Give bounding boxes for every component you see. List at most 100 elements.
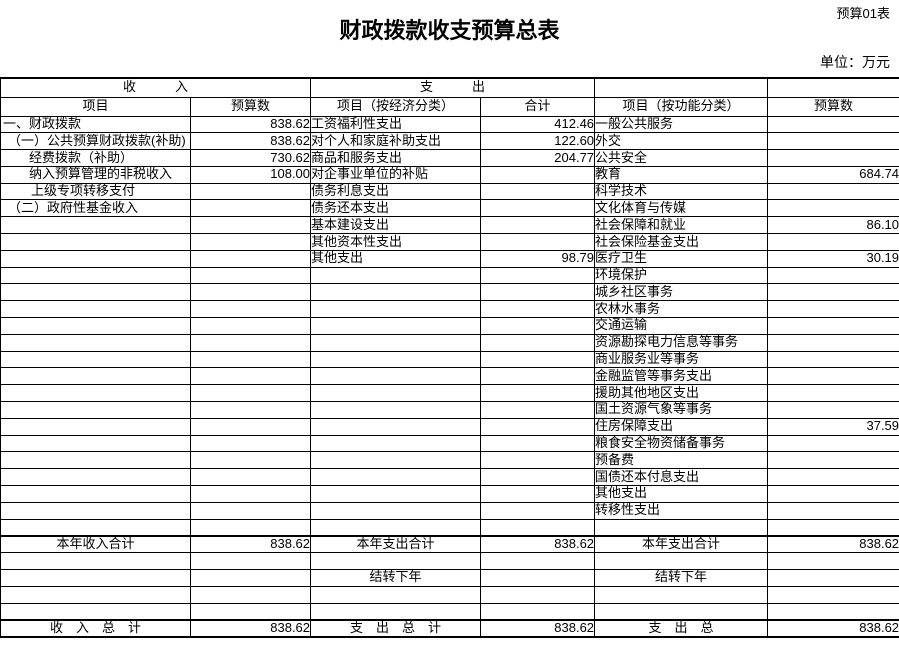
value-cell — [480, 501, 596, 520]
value-cell: 108.00 — [189, 165, 312, 184]
value-cell — [767, 552, 899, 571]
item-cell — [0, 249, 191, 268]
budget-table: 收 入 支 出 项目 预算数 项目（按经济分类） 合计 项目（按功能分类） 预算… — [0, 77, 899, 638]
value-cell — [767, 501, 899, 520]
item-cell: 经费拨款（补助） — [0, 149, 191, 167]
value-cell — [189, 384, 312, 403]
item-cell: 本年收入合计 — [0, 534, 191, 554]
value-cell: 838.62 — [480, 534, 596, 554]
item-cell — [310, 434, 482, 453]
item-cell — [0, 451, 191, 470]
item-cell — [0, 384, 191, 403]
item-cell: 收 入 总 计 — [0, 618, 191, 638]
item-cell — [0, 216, 191, 235]
item-cell: （一）公共预算财政拨款(补助) — [0, 132, 191, 151]
item-cell: 其他支出 — [310, 249, 482, 268]
item-cell — [310, 417, 482, 436]
item-cell: （二）政府性基金收入 — [0, 199, 191, 218]
table-row — [0, 602, 899, 621]
item-cell: 本年支出合计 — [310, 534, 482, 554]
income-group-header: 收 入 — [0, 77, 312, 98]
item-cell: 纳入预算管理的非税收入 — [0, 165, 191, 184]
value-cell — [480, 317, 596, 335]
value-cell — [767, 199, 899, 218]
value-cell: 838.62 — [189, 132, 312, 151]
value-cell — [480, 569, 596, 587]
value-cell: 838.62 — [189, 115, 312, 134]
value-cell: 684.74 — [767, 165, 899, 184]
value-cell — [189, 300, 312, 319]
value-cell — [189, 585, 312, 604]
table-row: （一）公共预算财政拨款(补助) 838.62 对个人和家庭补助支出 122.60 外交 — [0, 132, 899, 151]
item-cell — [310, 518, 482, 537]
value-cell — [767, 485, 899, 503]
item-cell — [310, 552, 482, 571]
table-row: 其他支出 98.79 医疗卫生 30.19 — [0, 249, 899, 268]
value-cell: 412.46 — [480, 115, 596, 134]
item-cell: 社会保险基金支出 — [594, 233, 769, 251]
value-cell — [480, 233, 596, 251]
item-cell — [310, 283, 482, 302]
value-cell — [480, 199, 596, 218]
col-header-func-item: 项目（按功能分类） — [594, 96, 769, 117]
col-header-func-budget: 预算数 — [767, 96, 899, 117]
item-cell: 援助其他地区支出 — [594, 384, 769, 403]
value-cell — [189, 401, 312, 419]
item-cell — [0, 350, 191, 369]
value-cell — [480, 367, 596, 386]
item-cell — [0, 518, 191, 537]
value-cell — [480, 384, 596, 403]
value-cell — [480, 182, 596, 201]
value-cell: 86.10 — [767, 216, 899, 235]
item-cell — [310, 585, 482, 604]
table-row: 援助其他地区支出 — [0, 384, 899, 403]
blank-group-header — [594, 77, 769, 98]
item-cell: 其他支出 — [594, 485, 769, 503]
item-cell — [0, 602, 191, 621]
table-row: 基本建设支出 社会保障和就业 86.10 — [0, 216, 899, 235]
value-cell — [189, 417, 312, 436]
item-cell: 预备费 — [594, 451, 769, 470]
item-cell — [594, 552, 769, 571]
item-cell — [0, 468, 191, 487]
item-cell: 交通运输 — [594, 317, 769, 335]
value-cell — [480, 518, 596, 537]
value-cell — [480, 602, 596, 621]
item-cell: 粮食安全物资储备事务 — [594, 434, 769, 453]
value-cell — [189, 552, 312, 571]
item-cell: 医疗卫生 — [594, 249, 769, 268]
item-cell: 债务利息支出 — [310, 182, 482, 201]
value-cell — [189, 266, 312, 285]
item-cell: 教育 — [594, 165, 769, 184]
value-cell — [189, 333, 312, 352]
col-header-econ-total: 合计 — [480, 96, 596, 117]
item-cell: 农林水事务 — [594, 300, 769, 319]
value-cell — [480, 434, 596, 453]
value-cell — [189, 569, 312, 587]
value-cell — [480, 401, 596, 419]
table-row: 城乡社区事务 — [0, 283, 899, 302]
item-cell — [0, 333, 191, 352]
value-cell: 838.62 — [480, 618, 596, 638]
item-cell: 上级专项转移支付 — [0, 182, 191, 201]
value-cell: 30.19 — [767, 249, 899, 268]
page-title: 财政拨款收支预算总表 — [339, 18, 560, 43]
value-cell: 730.62 — [189, 149, 312, 167]
table-row: 其他支出 — [0, 485, 899, 503]
value-cell: 838.62 — [767, 618, 899, 638]
item-cell: 一般公共服务 — [594, 115, 769, 134]
item-cell: 城乡社区事务 — [594, 283, 769, 302]
item-cell — [310, 367, 482, 386]
item-cell: 金融监管等事务支出 — [594, 367, 769, 386]
item-cell — [310, 317, 482, 335]
form-number-label: 预算01表 — [836, 6, 890, 21]
value-cell — [189, 468, 312, 487]
item-cell — [594, 585, 769, 604]
value-cell — [767, 300, 899, 319]
value-cell: 838.62 — [189, 534, 312, 554]
value-cell — [189, 518, 312, 537]
value-cell — [480, 468, 596, 487]
value-cell: 204.77 — [480, 149, 596, 167]
item-cell — [0, 317, 191, 335]
value-cell — [480, 283, 596, 302]
